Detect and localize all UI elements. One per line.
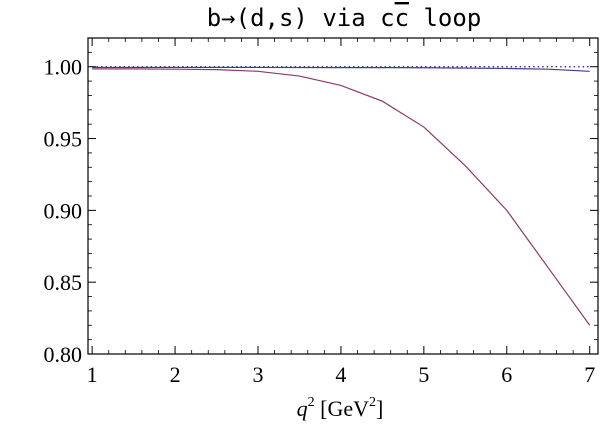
chart-title-prefix: b→(d,s) via c	[207, 4, 395, 32]
y-tick-label: 1.00	[44, 55, 83, 80]
x-axis-label-variable: q	[297, 396, 308, 421]
x-tick-label: 1	[87, 362, 98, 387]
x-axis-label-unit-suffix: ]	[376, 396, 383, 421]
y-tick-label: 0.90	[44, 198, 83, 223]
x-axis-label-unit-sup: 2	[369, 395, 376, 410]
x-tick-label: 6	[501, 362, 512, 387]
y-tick-label: 0.80	[44, 342, 83, 367]
chart-title: b→(d,s) via cc loop	[207, 4, 482, 32]
series-line-2	[92, 66, 590, 72]
x-axis-label: q2 [GeV2]	[297, 395, 384, 421]
x-axis-label-unit-prefix: [GeV	[315, 396, 369, 421]
chart-title-suffix: loop	[409, 4, 481, 32]
series-line-3	[92, 68, 591, 326]
chart-title-overlined-c: c	[395, 4, 409, 32]
ticks: 1 2 3 4 5 6 7 0.80 0.85 0.90 0.95 1.00	[44, 38, 598, 387]
x-tick-label: 2	[170, 362, 181, 387]
plot-frame	[87, 37, 599, 355]
series-group	[92, 66, 591, 326]
x-tick-label: 4	[335, 362, 346, 387]
x-axis-label-variable-sup: 2	[308, 395, 315, 410]
x-tick-label: 3	[253, 362, 264, 387]
x-tick-label: 7	[584, 362, 595, 387]
y-tick-label: 0.95	[44, 127, 83, 152]
x-tick-label: 5	[418, 362, 429, 387]
y-tick-label: 0.85	[44, 270, 83, 295]
